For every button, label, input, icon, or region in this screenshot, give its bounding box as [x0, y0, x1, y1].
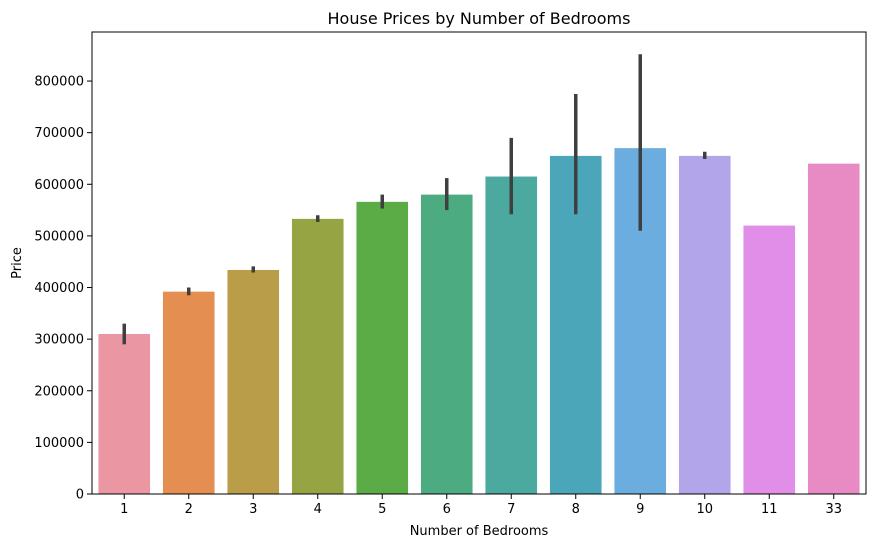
- y-tick-label-500000: 500000: [34, 229, 84, 244]
- y-tick-label-200000: 200000: [34, 384, 84, 399]
- y-tick-label-600000: 600000: [34, 178, 84, 193]
- bar-1: [98, 333, 151, 494]
- y-tick-label-400000: 400000: [34, 281, 84, 296]
- bar-10: [678, 155, 731, 494]
- x-tick-label-10: 10: [696, 502, 713, 517]
- x-tick-label-2: 2: [185, 502, 193, 517]
- x-tick-label-4: 4: [314, 502, 322, 517]
- x-tick-label-5: 5: [378, 502, 386, 517]
- bar-11: [743, 225, 796, 494]
- x-tick-label-9: 9: [636, 502, 644, 517]
- y-tick-label-800000: 800000: [34, 75, 84, 90]
- bar-5: [356, 201, 409, 494]
- x-tick-label-6: 6: [443, 502, 451, 517]
- y-tick-label-300000: 300000: [34, 333, 84, 348]
- chart-title: House Prices by Number of Bedrooms: [328, 9, 631, 28]
- bar-2: [162, 291, 215, 494]
- x-tick-label-8: 8: [572, 502, 580, 517]
- x-tick-label-7: 7: [507, 502, 515, 517]
- bar-33: [807, 163, 860, 494]
- x-axis-label: Number of Bedrooms: [410, 524, 549, 539]
- plot-area: 0 100000 200000 300000 400000 500000 600000 700…: [34, 31, 867, 517]
- x-tick-label-3: 3: [249, 502, 257, 517]
- x-tick-label-1: 1: [120, 502, 128, 517]
- y-tick-label-0: 0: [76, 488, 84, 503]
- plot-frame: [91, 31, 867, 495]
- bar-7: [485, 176, 538, 494]
- y-tick-label-100000: 100000: [34, 436, 84, 451]
- y-tick-label-700000: 700000: [34, 126, 84, 141]
- bar-6: [420, 194, 473, 495]
- y-axis-label: Price: [10, 247, 25, 279]
- bar-3: [227, 269, 280, 494]
- x-tick-label-33: 33: [825, 502, 842, 517]
- bar-4: [291, 218, 344, 494]
- x-tick-label-11: 11: [761, 502, 778, 517]
